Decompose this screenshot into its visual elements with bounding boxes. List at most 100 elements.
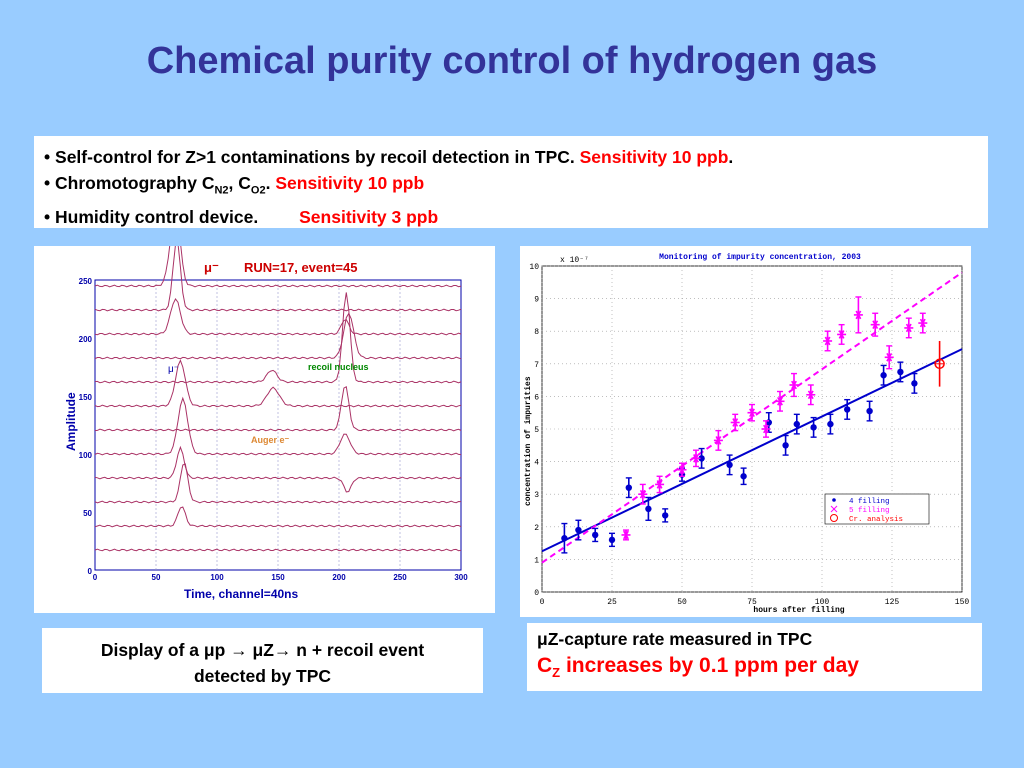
legend-label: 4 filling — [849, 498, 890, 506]
data-point — [823, 330, 833, 352]
data-point — [911, 372, 918, 394]
marker-dot — [726, 461, 733, 469]
data-point — [638, 483, 648, 505]
fit-line — [541, 348, 963, 553]
tpc-event-figure: μ⁻ RUN=17, event=45 0 50 100 150 200 250… — [34, 209, 495, 613]
y-tick: 150 — [79, 393, 93, 402]
bullet-box: • Self-control for Z>1 contaminations by… — [34, 136, 988, 228]
bullet-1-text: Self-control for Z>1 contaminations by r… — [55, 147, 575, 167]
marker-dot — [793, 420, 800, 428]
marker-dot — [844, 406, 851, 413]
marker-dot — [911, 380, 918, 387]
x-tick: 0 — [540, 598, 545, 607]
x-tick: 100 — [815, 598, 830, 607]
right-caption: μZ-capture rate measured in TPC CZ incre… — [527, 623, 982, 691]
tpc-event-plot: μ⁻ RUN=17, event=45 0 50 100 150 200 250… — [64, 209, 468, 601]
marker-dot — [625, 484, 632, 491]
marker-dot — [698, 455, 705, 462]
marker-dot — [866, 407, 873, 415]
x-tick: 250 — [393, 573, 407, 582]
y-tick: 0 — [534, 589, 539, 598]
y-tick: 9 — [534, 296, 539, 305]
trace — [94, 445, 462, 493]
mu-label: μ⁻ — [168, 364, 179, 375]
marker-dot — [827, 420, 834, 428]
y-tick: 250 — [79, 277, 93, 286]
x-tick: 50 — [677, 598, 687, 607]
y-tick: 8 — [534, 328, 539, 337]
trace — [94, 298, 462, 336]
data-point — [789, 372, 799, 398]
data-point — [837, 323, 847, 345]
data-point — [575, 519, 582, 541]
x-tick: 100 — [210, 573, 224, 582]
trace — [94, 506, 462, 528]
x-tick: 200 — [332, 573, 346, 582]
legend-box — [824, 493, 930, 525]
data-point — [853, 296, 863, 334]
data-point — [806, 384, 816, 406]
data-point — [844, 398, 851, 420]
data-point — [827, 413, 834, 435]
x-tick: 25 — [607, 598, 617, 607]
x-tick: 150 — [271, 573, 285, 582]
data-point — [934, 340, 945, 387]
marker-dot — [810, 424, 817, 431]
y-tick: 50 — [83, 509, 92, 518]
page-title: Chemical purity control of hydrogen gas — [146, 40, 878, 82]
bullet-3: • Humidity control device. Sensitivity 3… — [44, 206, 439, 227]
bullet-3-text: Humidity control device. — [55, 206, 259, 227]
data-point — [880, 364, 887, 386]
header-mu: μ⁻ — [204, 260, 219, 275]
data-point — [884, 345, 894, 370]
data-point — [810, 416, 817, 438]
x-tick: 300 — [454, 573, 468, 582]
legend-label: Cr. analysis — [849, 516, 903, 524]
data-point — [625, 477, 632, 499]
data-point — [918, 312, 928, 334]
x-tick: 150 — [955, 598, 970, 607]
x-axis-label: Time, channel=40ns — [184, 587, 298, 601]
y-axis-label: Amplitude — [64, 392, 78, 451]
y-tick: 200 — [79, 335, 93, 344]
y-tick: 5 — [534, 426, 539, 435]
data-point — [793, 413, 800, 435]
left-caption-line1: Display of a μp → μZ→ n + recoil event — [100, 640, 425, 660]
trace — [94, 386, 462, 432]
bullet-2: • Chromotography CN2, CO2. Sensitivity 1… — [44, 173, 425, 197]
data-point — [621, 529, 631, 541]
y-ticks: 0 50 100 150 200 250 — [79, 277, 93, 576]
data-point — [870, 312, 880, 337]
bullet-3-sensitivity: Sensitivity 3 ppb — [299, 206, 439, 227]
chart-title: Monitoring of impurity concentration, 20… — [659, 253, 861, 262]
x-ticks: 0 50 100 150 200 250 300 — [93, 573, 468, 582]
y-tick: 2 — [534, 524, 539, 533]
marker-dot — [880, 372, 887, 379]
x-tick: 125 — [885, 598, 900, 607]
data-point — [608, 532, 616, 548]
data-point — [655, 475, 665, 494]
data-point — [782, 434, 789, 456]
right-caption-line2: CZ increases by 0.1 ppm per day — [537, 654, 859, 681]
x-tick: 50 — [152, 573, 161, 582]
trace — [94, 463, 462, 504]
data-point — [904, 317, 914, 339]
waveform-traces — [94, 209, 462, 552]
data-point — [866, 400, 873, 422]
trace — [94, 243, 462, 312]
auger-label: Auger e⁻ — [251, 435, 290, 445]
marker-dot — [561, 535, 568, 542]
marker-dot — [740, 473, 747, 480]
y-tick: 1 — [534, 556, 539, 565]
data-point — [730, 413, 740, 432]
marker-dot — [897, 368, 904, 376]
bullet-1: • Self-control for Z>1 contaminations by… — [44, 147, 734, 167]
x-tick: 0 — [93, 573, 98, 582]
grid — [155, 280, 401, 570]
marker-dot — [645, 505, 652, 513]
axes: 0 25 50 75 100 125 150 0 1 2 3 4 5 6 7 8 9 10 — [529, 263, 969, 607]
data-point — [726, 454, 733, 476]
trace — [94, 548, 462, 552]
header-run: RUN=17, event=45 — [244, 260, 357, 275]
